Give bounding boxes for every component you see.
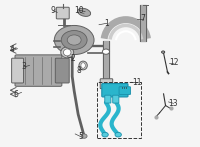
Text: 2: 2 [71, 54, 76, 63]
Text: 11: 11 [132, 78, 141, 87]
Circle shape [102, 132, 108, 137]
Circle shape [81, 134, 87, 138]
FancyBboxPatch shape [56, 7, 69, 19]
Text: 13: 13 [169, 99, 178, 108]
FancyBboxPatch shape [15, 55, 62, 86]
Text: 7: 7 [140, 14, 145, 23]
Text: 5: 5 [79, 132, 84, 141]
FancyBboxPatch shape [105, 95, 111, 103]
Circle shape [102, 49, 110, 54]
Text: 12: 12 [169, 58, 178, 67]
Ellipse shape [81, 63, 85, 68]
FancyBboxPatch shape [119, 87, 131, 95]
Circle shape [162, 51, 165, 53]
FancyBboxPatch shape [55, 58, 69, 83]
FancyBboxPatch shape [102, 83, 128, 97]
Ellipse shape [79, 61, 87, 70]
Ellipse shape [78, 8, 91, 16]
Circle shape [61, 31, 87, 50]
Text: 10: 10 [74, 6, 84, 15]
Text: 1: 1 [105, 19, 109, 28]
Circle shape [54, 25, 94, 55]
Ellipse shape [61, 47, 74, 58]
FancyBboxPatch shape [113, 95, 119, 103]
Text: 6: 6 [13, 90, 18, 99]
Ellipse shape [63, 49, 71, 56]
Text: 4: 4 [9, 45, 14, 54]
Text: 3: 3 [21, 62, 26, 71]
FancyBboxPatch shape [12, 58, 24, 83]
Text: 8: 8 [77, 66, 82, 75]
Circle shape [115, 132, 121, 137]
Circle shape [67, 35, 81, 45]
FancyBboxPatch shape [100, 79, 113, 89]
Text: 9: 9 [51, 6, 56, 15]
